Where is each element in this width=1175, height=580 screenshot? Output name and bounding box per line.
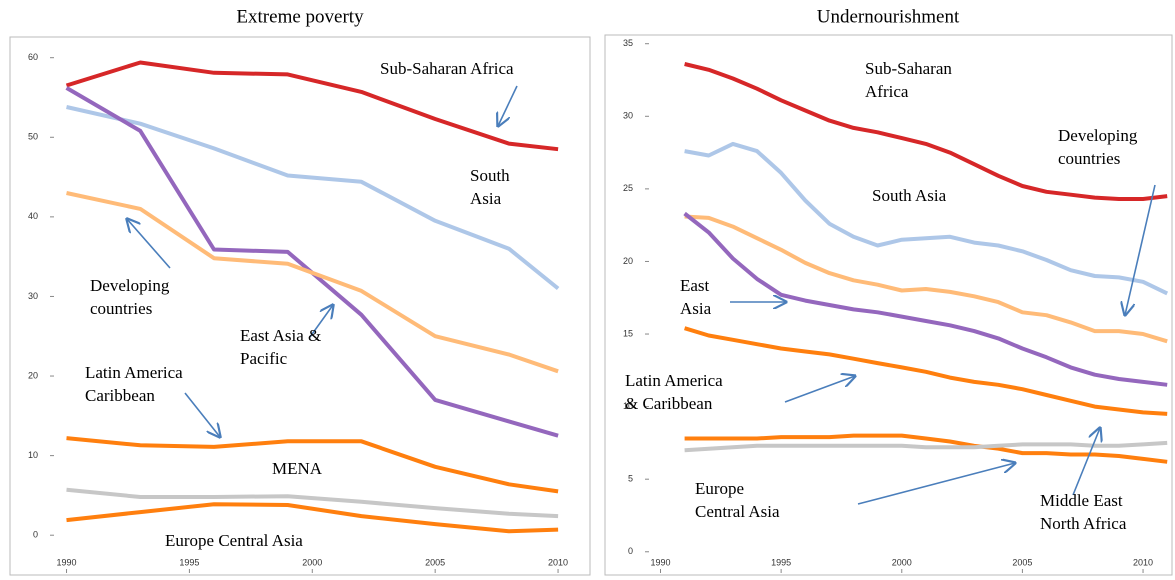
series-line xyxy=(65,86,559,438)
series-line xyxy=(684,326,1168,416)
series-annotation: Europe Central Asia xyxy=(695,479,780,521)
x-tick-label: 2005 xyxy=(1012,557,1032,567)
series-annotation: Sub-Saharan Africa xyxy=(380,59,514,78)
y-tick-label: 50 xyxy=(28,132,38,142)
x-tick-label: 2005 xyxy=(425,557,445,567)
series-annotation: Latin America Caribbean xyxy=(85,363,183,405)
annotation-arrow xyxy=(1125,184,1156,315)
y-tick-label: 35 xyxy=(623,38,633,48)
series-annotation: Developing countries xyxy=(1058,126,1138,168)
series-line xyxy=(683,211,1168,387)
series-annotation: Europe Central Asia xyxy=(165,531,303,550)
annotation-arrow xyxy=(857,463,1015,505)
annotation-arrow xyxy=(1072,428,1100,496)
y-tick-label: 20 xyxy=(623,256,633,266)
y-tick-label: 0 xyxy=(628,546,633,556)
series-annotation: MENA xyxy=(272,459,323,478)
series-line xyxy=(684,433,1168,464)
y-tick-label: 5 xyxy=(628,474,633,484)
y-tick-label: 60 xyxy=(28,52,38,62)
x-tick-label: 2010 xyxy=(1133,557,1153,567)
annotation-arrow xyxy=(309,305,333,338)
series-line xyxy=(684,62,1168,201)
x-tick-label: 2000 xyxy=(302,557,322,567)
series-annotation: South Asia xyxy=(872,186,947,205)
annotation-arrow xyxy=(784,376,855,403)
series-annotation: East Asia & Pacific xyxy=(240,326,322,368)
series-line xyxy=(66,487,559,519)
chart-title: Extreme poverty xyxy=(236,6,364,27)
series-line xyxy=(66,105,560,291)
y-tick-label: 25 xyxy=(623,183,633,193)
y-tick-label: 10 xyxy=(623,401,633,411)
y-tick-label: 0 xyxy=(33,530,38,540)
series-line xyxy=(684,440,1168,453)
plot-frame xyxy=(604,34,1173,576)
series-line xyxy=(684,214,1168,344)
y-tick-label: 15 xyxy=(623,328,633,338)
x-tick-label: 1995 xyxy=(179,557,199,567)
y-tick-label: 10 xyxy=(28,450,38,460)
annotation-arrow xyxy=(127,219,171,269)
series-line xyxy=(66,436,559,494)
series-annotation: Latin America & Caribbean xyxy=(625,371,723,413)
series-line xyxy=(65,60,559,152)
plot-frame xyxy=(9,36,591,576)
x-tick-label: 2010 xyxy=(548,557,568,567)
x-tick-label: 1995 xyxy=(771,557,791,567)
annotation-arrow xyxy=(498,85,518,126)
x-tick-label: 1990 xyxy=(650,557,670,567)
series-line xyxy=(684,141,1169,296)
series-annotation: Sub-Saharan Africa xyxy=(865,59,952,101)
y-tick-label: 40 xyxy=(28,211,38,221)
y-tick-label: 30 xyxy=(623,111,633,121)
x-tick-label: 1990 xyxy=(57,557,77,567)
y-tick-label: 30 xyxy=(28,291,38,301)
series-line xyxy=(66,502,559,534)
series-annotation: East Asia xyxy=(680,276,712,318)
series-annotation: Middle East North Africa xyxy=(1040,491,1127,533)
x-tick-label: 2000 xyxy=(892,557,912,567)
chart-title: Undernourishment xyxy=(817,6,960,27)
annotation-arrow xyxy=(184,392,220,437)
series-annotation: Developing countries xyxy=(90,276,170,318)
series-annotation: South Asia xyxy=(470,166,510,208)
series-line xyxy=(66,191,559,374)
y-tick-label: 20 xyxy=(28,370,38,380)
